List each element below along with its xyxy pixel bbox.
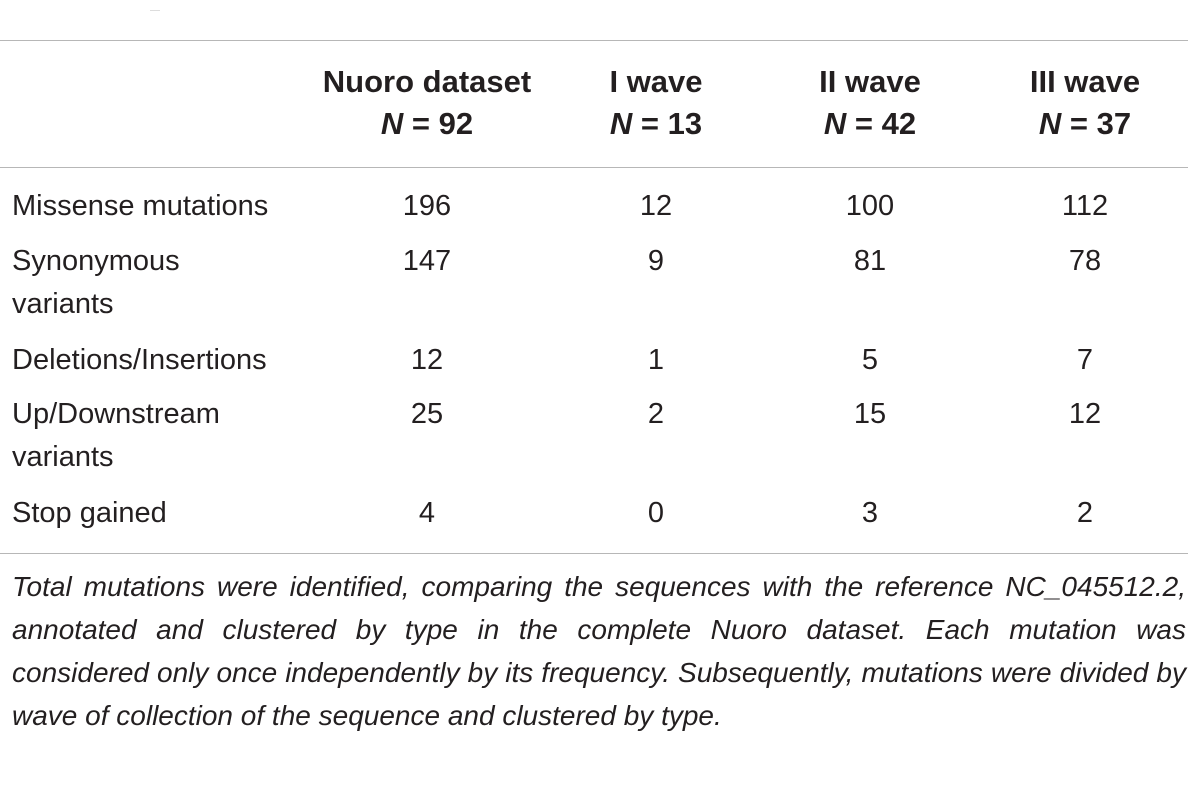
row-label-up-downstream: Up/Downstream variants: [12, 398, 220, 473]
column-header-label: III wave: [1029, 64, 1141, 99]
column-header-count: N = 42: [823, 106, 917, 141]
row-label-stop-gained: Stop gained: [12, 497, 167, 529]
table-cell: 15: [853, 398, 887, 430]
table-cell: 5: [861, 344, 879, 376]
column-header-wave-1: I wave N = 13: [531, 61, 781, 145]
table-cell: 9: [647, 245, 665, 277]
header-separator-rule: [0, 167, 1188, 168]
row-label-synonymous: Synonymous variants: [12, 245, 180, 320]
table-cell: 2: [1076, 497, 1094, 529]
table-cell: 12: [410, 344, 444, 376]
table-footnote: Total mutations were identified, compari…: [12, 571, 1186, 731]
table-cell: 12: [639, 190, 673, 222]
table-cell: 7: [1076, 344, 1094, 376]
table-cell: 1: [647, 344, 665, 376]
table-cell: 2: [647, 398, 665, 430]
table-cell: 12: [1068, 398, 1102, 430]
table-cell: 112: [1061, 190, 1109, 222]
table-cell: 4: [418, 497, 436, 529]
table-cell: 25: [410, 398, 444, 430]
column-header-count: N = 37: [1038, 106, 1132, 141]
page-mark: [150, 10, 160, 11]
column-header-label: Nuoro dataset: [322, 64, 532, 99]
table-cell: 81: [853, 245, 887, 277]
table-cell: 147: [402, 245, 452, 277]
column-header-label: II wave: [819, 64, 921, 99]
row-label-missense: Missense mutations: [12, 190, 269, 222]
table-cell: 78: [1068, 245, 1102, 277]
row-label-deletions-insertions: Deletions/Insertions: [12, 344, 267, 376]
column-header-wave-2: II wave N = 42: [745, 61, 995, 145]
table-cell: 0: [647, 497, 665, 529]
table-cell: 196: [402, 190, 452, 222]
column-header-count: N = 13: [609, 106, 703, 141]
column-header-label: I wave: [609, 64, 703, 99]
column-header-nuoro: Nuoro dataset N = 92: [302, 61, 552, 145]
table-cell: 3: [861, 497, 879, 529]
table-bottom-rule: [0, 553, 1188, 554]
table-cell: 100: [845, 190, 895, 222]
column-header-count: N = 92: [380, 106, 474, 141]
column-header-wave-3: III wave N = 37: [960, 61, 1200, 145]
table-top-rule: [0, 40, 1188, 41]
